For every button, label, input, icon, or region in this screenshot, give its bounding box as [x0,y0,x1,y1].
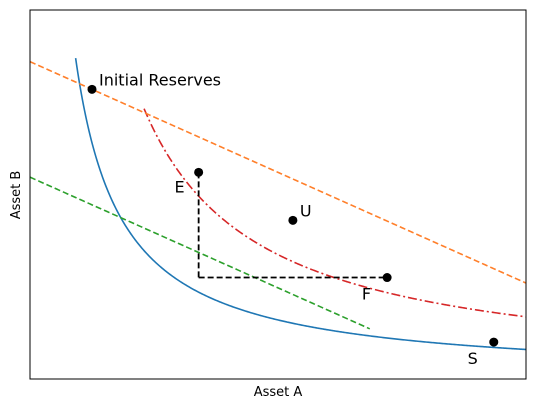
point-marker-s [489,337,499,347]
point-marker-f [382,273,392,283]
series-price-line [30,60,526,284]
point-marker-e [194,167,204,177]
point-label-u: U [300,201,312,220]
point-label-initial-reserves: Initial Reserves [99,70,221,89]
point-marker-initial-reserves [87,84,97,94]
series-layer [30,58,526,351]
series-invariant [74,58,526,351]
x-axis-label: Asset A [254,385,303,400]
point-label-s: S [468,349,478,368]
marker-layer: Initial Reserves E U F S [87,70,499,368]
point-marker-u [288,215,298,225]
point-label-f: F [362,285,371,304]
plot-area [30,10,526,379]
plot-frame [29,9,527,380]
series-upper-curve [143,108,526,318]
series-tangent-line [30,176,371,330]
point-label-e: E [175,177,185,196]
y-axis-label: Asset B [9,171,24,220]
